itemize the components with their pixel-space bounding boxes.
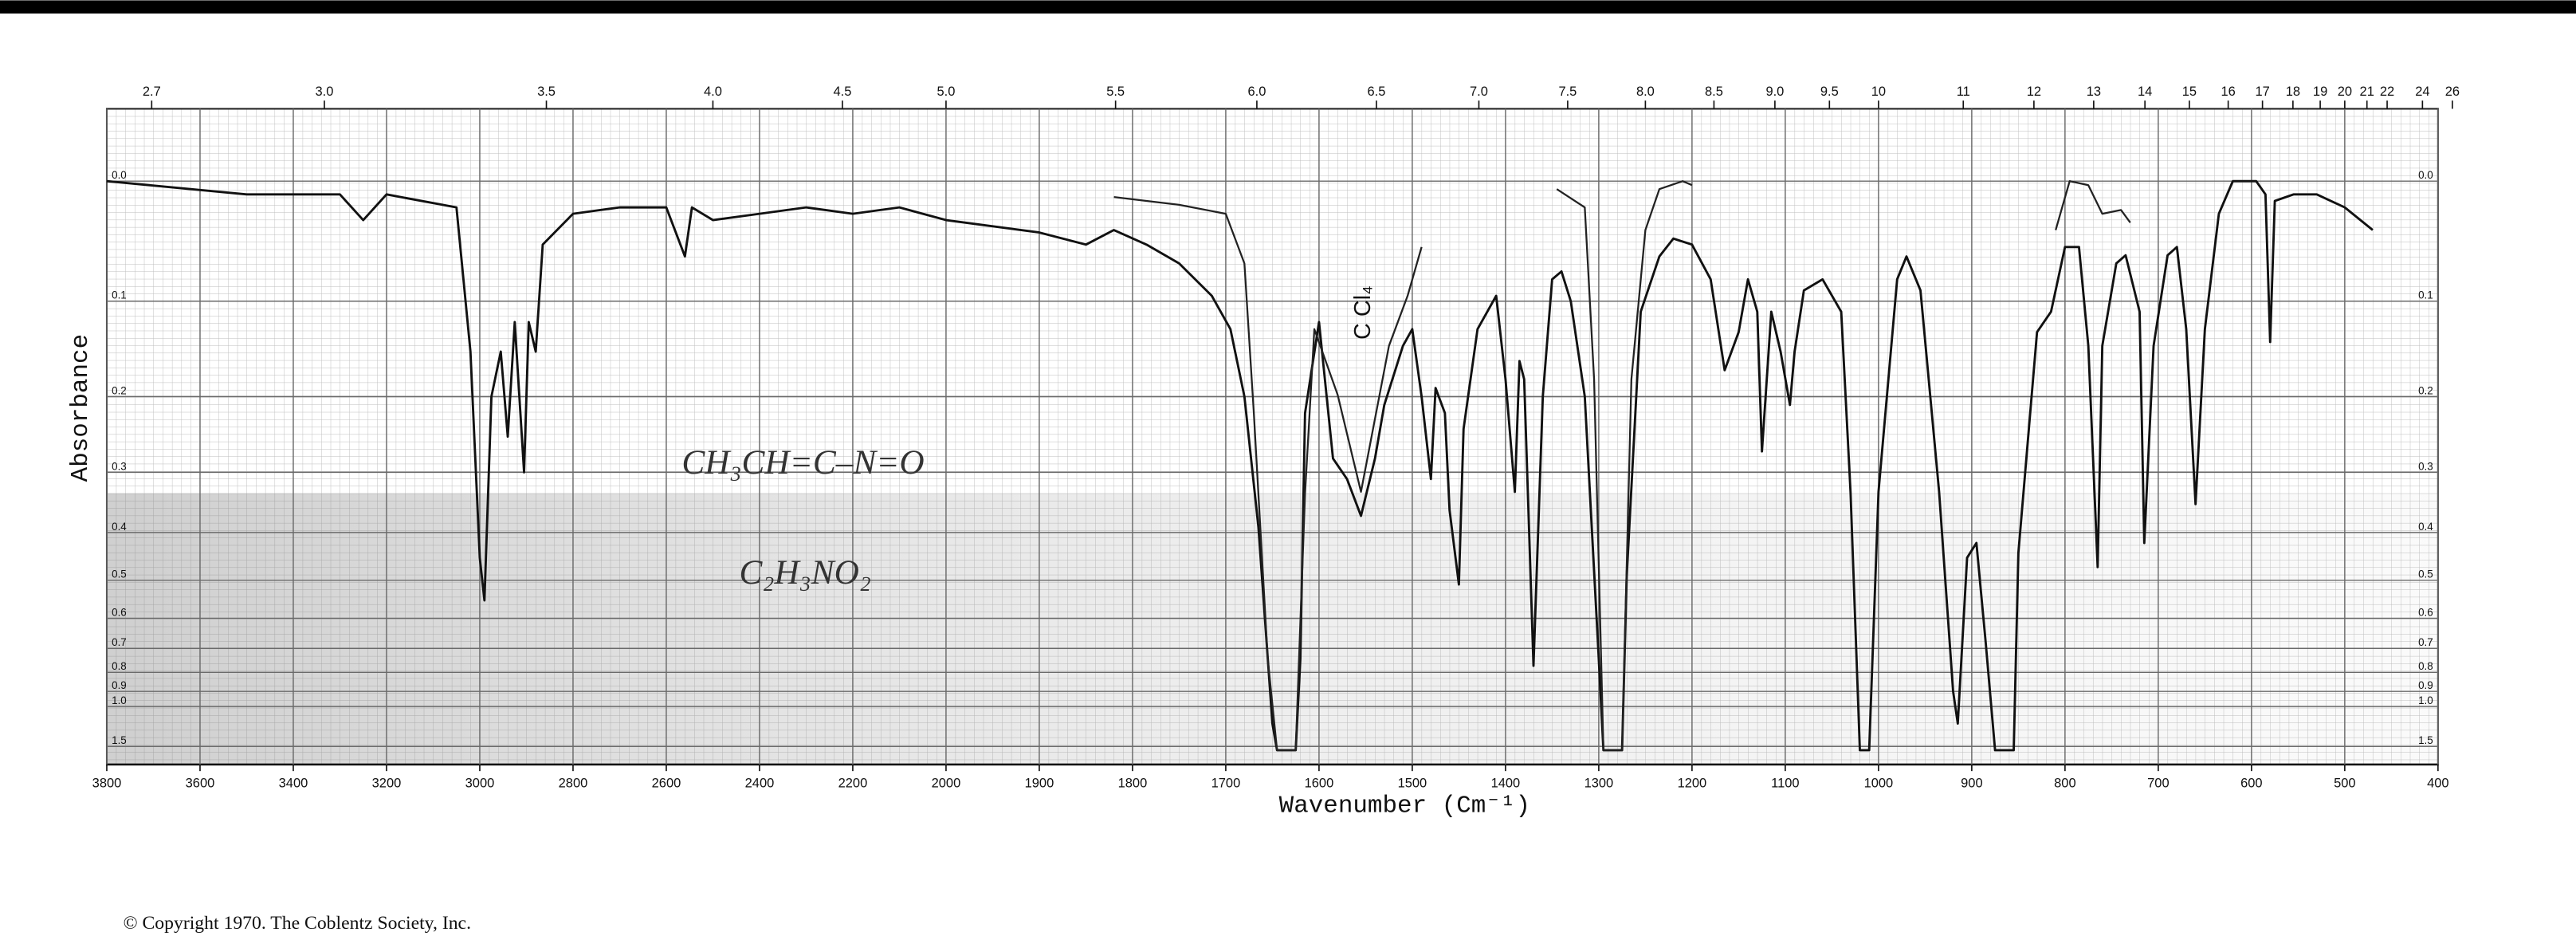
y-tick-label: 0.6 (112, 606, 127, 618)
y-tick-label: 0.6 (2418, 606, 2433, 618)
y-tick-label: 1.5 (2418, 734, 2433, 746)
x2-tick-label: 8.0 (1636, 85, 1655, 99)
x-tick-label: 1100 (1771, 777, 1799, 791)
x2-tick-label: 13 (2087, 85, 2101, 99)
x-tick-label: 2600 (652, 777, 681, 791)
x-tick-label: 600 (2240, 777, 2262, 791)
x-tick-label: 1600 (1305, 777, 1334, 791)
tick-labels: 3800 3600 3400 3200 3000 2800 2600 2400 2200 2000… (92, 85, 2460, 791)
x-tick-label: 1300 (1584, 777, 1614, 791)
y-axis-title: Absorbance (67, 334, 95, 482)
y-tick-label: 1.5 (112, 734, 127, 746)
x2-tick-label: 20 (2338, 85, 2352, 99)
x2-tick-label: 17 (2255, 85, 2269, 99)
copyright: © Copyright 1970. The Coblentz Society, … (124, 913, 471, 934)
x-tick-label: 3600 (186, 777, 215, 791)
y-tick-label: 0.0 (2418, 169, 2433, 181)
solvent-label: C Cl₄ (1350, 285, 1376, 340)
y-tick-label: 0.4 (2418, 521, 2433, 533)
y-tick-label: 0.7 (2418, 636, 2433, 648)
x2-tick-label: 4.5 (833, 85, 851, 99)
x-tick-label: 1000 (1864, 777, 1894, 791)
x2-tick-label: 16 (2221, 85, 2235, 99)
x2-tick-label: 21 (2360, 85, 2374, 99)
x-tick-label: 2000 (932, 777, 961, 791)
x2-tick-label: 14 (2138, 85, 2152, 99)
x-tick-label: 1700 (1211, 777, 1241, 791)
y-tick-label: 0.9 (112, 679, 127, 691)
spectrum-line (106, 179, 2374, 752)
x2-tick-label: 6.5 (1367, 85, 1385, 99)
x2-tick-label: 8.5 (1705, 85, 1723, 99)
x2-tick-label: 10 (1871, 85, 1886, 99)
x2-tick-label: 3.5 (537, 85, 556, 99)
x2-tick-label: 3.0 (316, 85, 334, 99)
x-tick-label: 500 (2334, 777, 2355, 791)
x-tick-label: 1800 (1118, 777, 1148, 791)
x2-tick-label: 19 (2313, 85, 2327, 99)
y-tick-label: 0.7 (112, 636, 127, 648)
x-tick-label: 700 (2147, 777, 2169, 791)
y-tick-label: 1.0 (112, 694, 127, 706)
x-tick-label: 3800 (92, 777, 122, 791)
x2-tick-label: 18 (2286, 85, 2300, 99)
y-tick-label: 0.2 (2418, 384, 2433, 396)
x-tick-label: 2800 (559, 777, 588, 791)
x2-tick-label: 22 (2380, 85, 2394, 99)
x2-tick-label: 7.5 (1558, 85, 1577, 99)
x2-tick-label: 2.7 (143, 85, 161, 99)
scan-edge (0, 0, 2576, 14)
x2-tick-label: 26 (2445, 85, 2460, 99)
x-tick-label: 1400 (1491, 777, 1521, 791)
x2-tick-label: 7.0 (1470, 85, 1488, 99)
x2-tick-label: 9.0 (1765, 85, 1784, 99)
x-tick-label: 1500 (1398, 777, 1427, 791)
y-tick-label: 0.1 (112, 289, 127, 301)
y-tick-label: 0.2 (112, 384, 127, 396)
x-tick-label: 3400 (279, 777, 308, 791)
grid (106, 100, 2453, 772)
x-tick-label: 3200 (372, 777, 402, 791)
x2-tick-label: 24 (2415, 85, 2429, 99)
x-tick-label: 2200 (838, 777, 868, 791)
x-axis-title: Wavenumber (Cm⁻¹) (1279, 793, 1530, 820)
y-tick-label: 1.0 (2418, 694, 2433, 706)
x2-tick-label: 9.5 (1820, 85, 1839, 99)
y-tick-label: 0.5 (2418, 568, 2433, 580)
y-tick-label: 0.3 (2418, 460, 2433, 472)
x2-tick-label: 5.0 (937, 85, 955, 99)
x2-tick-label: 12 (2027, 85, 2041, 99)
y-tick-label: 0.8 (2418, 660, 2433, 672)
x-tick-label: 1900 (1025, 777, 1054, 791)
spectrum-line (1113, 180, 2131, 752)
x2-tick-label: 15 (2182, 85, 2197, 99)
x-tick-label: 400 (2427, 777, 2448, 791)
y-tick-label: 0.3 (112, 460, 127, 472)
x-tick-label: 1200 (1678, 777, 1707, 791)
y-tick-label: 0.0 (112, 169, 127, 181)
y-tick-label: 0.1 (2418, 289, 2433, 301)
x2-tick-label: 4.0 (704, 85, 722, 99)
y-tick-label: 0.4 (112, 521, 127, 533)
x-tick-label: 2400 (745, 777, 775, 791)
formula-note: C₂H₃NO₂ (740, 553, 871, 592)
x-tick-label: 800 (2054, 777, 2075, 791)
x2-tick-label: 5.5 (1106, 85, 1125, 99)
x-tick-label: 900 (1961, 777, 1982, 791)
structure-note: CH₃CH=C–N=O (681, 443, 924, 482)
y-tick-label: 0.9 (2418, 679, 2433, 691)
x2-tick-label: 6.0 (1247, 85, 1266, 99)
y-tick-label: 0.5 (112, 568, 127, 580)
x2-tick-label: 11 (1957, 85, 1970, 99)
x-tick-label: 3000 (465, 777, 495, 791)
y-tick-label: 0.8 (112, 660, 127, 672)
spectrum (106, 179, 2374, 752)
